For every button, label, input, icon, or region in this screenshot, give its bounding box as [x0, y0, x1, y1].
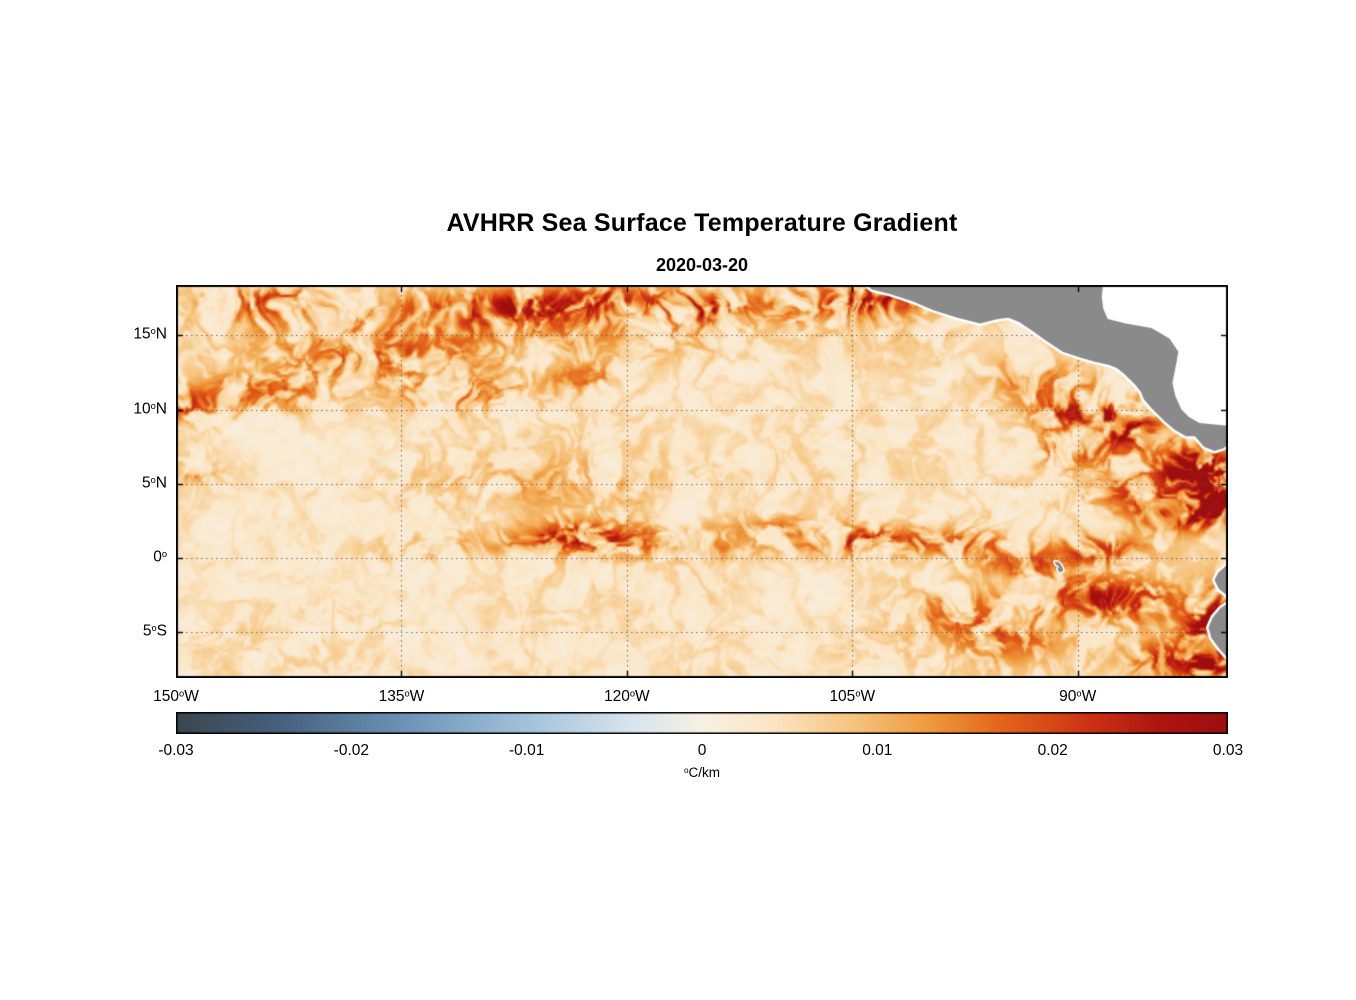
colorbar-tick-label: -0.02 [333, 742, 369, 759]
y-tick-label: 15oN [133, 326, 167, 344]
colorbar-tick-label: -0.01 [508, 742, 545, 759]
x-tick-label: 105oW [829, 688, 876, 705]
x-tick-label: 90oW [1059, 688, 1097, 705]
y-tick-label: 5oS [142, 622, 167, 640]
y-tick-label: 5oN [142, 474, 167, 492]
x-tick-label: 120oW [604, 688, 650, 705]
x-tick-label: 150oW [153, 688, 199, 705]
sst-map-canvas [176, 285, 1228, 678]
colorbar-tick-label: 0.03 [1212, 742, 1244, 759]
colorbar-tick-label: 0.01 [862, 742, 893, 759]
chart-date-subtitle: 2020-03-20 [655, 255, 749, 275]
colorbar-tick-label: 0 [697, 742, 707, 759]
y-tick-label: 10oN [133, 400, 167, 418]
x-tick-label: 135oW [378, 688, 425, 705]
colorbar: -0.03 -0.02 -0.01 0 0.01 0.02 0.03 oC/km [158, 712, 1243, 780]
y-tick-label: 0o [153, 548, 167, 566]
colorbar-unit-label: oC/km [683, 765, 720, 780]
colorbar-canvas [176, 712, 1228, 734]
colorbar-tick-label: -0.03 [158, 742, 194, 759]
map-plot-area: 15oN 10oN 5oN 0o 5oS 150oW 135oW 120oW 105oW 90o… [133, 285, 1228, 705]
chart-title: AVHRR Sea Surface Temperature Gradient [446, 209, 958, 237]
colorbar-tick-label: 0.02 [1037, 742, 1068, 759]
